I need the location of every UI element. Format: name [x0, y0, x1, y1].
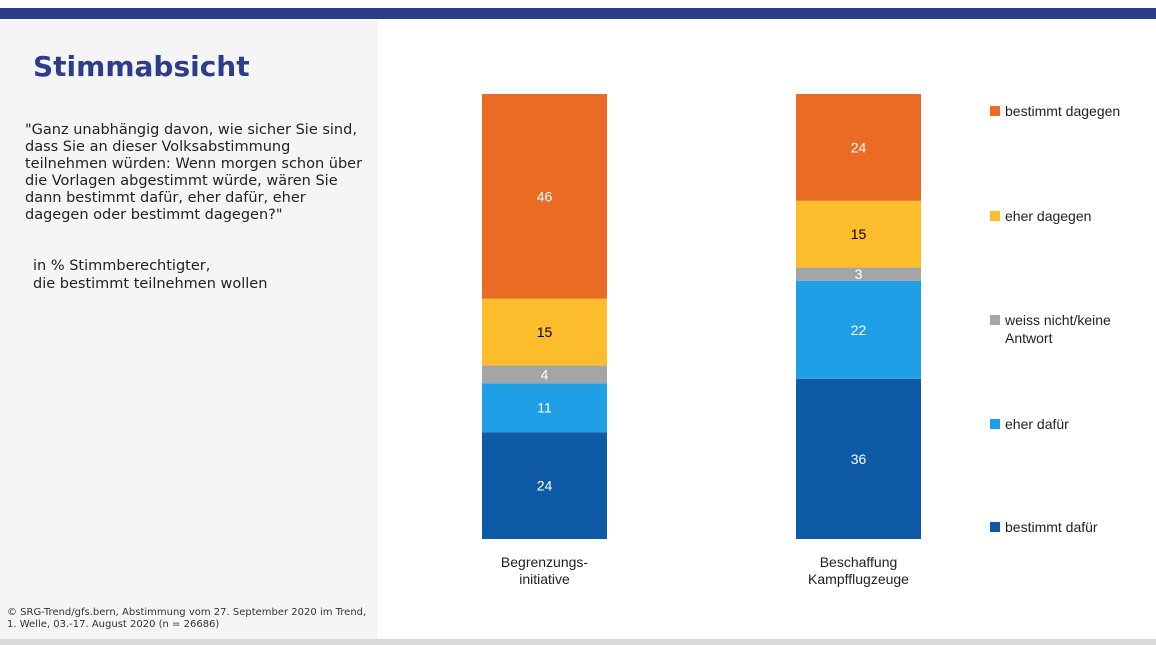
legend-swatch-bestimmt-dagegen: [990, 106, 1000, 116]
left-info-panel: [0, 19, 378, 639]
bar-segment-weiss-nicht-keine-antwort-1: [482, 365, 607, 384]
data-label-weiss-nicht-keine-antwort-1: 4: [541, 366, 549, 382]
legend-swatch-eher-daf-r: [990, 419, 1000, 429]
legend-label-bestimmt-dagegen: bestimmt dagegen: [1005, 103, 1120, 119]
survey-question: "Ganz unabhängig davon, wie sicher Sie s…: [25, 122, 363, 223]
bar-segment-eher-dagegen-1: [482, 298, 607, 366]
bar-segment-bestimmt-daf-r-1: [482, 432, 607, 539]
data-label-bestimmt-dagegen-2: 24: [851, 139, 867, 155]
data-label-eher-daf-r-1: 11: [537, 400, 552, 416]
data-label-eher-dagegen-2: 15: [851, 226, 867, 242]
category-label-2-line-1: Beschaffung: [820, 554, 898, 570]
category-label-2-line-2: Kampfflugzeuge: [808, 571, 909, 587]
bar-segment-bestimmt-daf-r-2: [796, 378, 921, 539]
data-label-bestimmt-dagegen-1: 46: [537, 188, 553, 204]
legend-label-weiss-nicht-keine-antwort-line-1: weiss nicht/keine: [1004, 312, 1111, 328]
legend-label-eher-dagegen: eher dagegen: [1005, 208, 1091, 224]
page-title: Stimmabsicht: [33, 50, 250, 83]
bar-segment-eher-dagegen-2: [796, 200, 921, 268]
legend-label-eher-daf-r: eher dafür: [1005, 416, 1069, 432]
source-note: © SRG-Trend/gfs.bern, Abstimmung vom 27.…: [7, 607, 367, 630]
data-label-eher-daf-r-2: 22: [851, 322, 867, 338]
legend-label-weiss-nicht-keine-antwort-line-2: Antwort: [1005, 330, 1053, 346]
top-accent-bar: [0, 8, 1156, 19]
data-label-weiss-nicht-keine-antwort-2: 3: [855, 266, 863, 282]
legend-swatch-weiss-nicht-keine-antwort: [990, 315, 1000, 325]
base-note: in % Stimmberechtigter, die bestimmt tei…: [33, 258, 268, 292]
legend-swatch-eher-dagegen: [990, 211, 1000, 221]
legend-label-bestimmt-daf-r: bestimmt dafür: [1005, 519, 1098, 535]
data-label-bestimmt-daf-r-1: 24: [537, 478, 553, 494]
bar-segment-weiss-nicht-keine-antwort-2: [796, 267, 921, 281]
bar-segment-bestimmt-dagegen-1: [482, 94, 607, 299]
bar-segment-eher-daf-r-2: [796, 280, 921, 379]
category-label-1-line-2: initiative: [519, 571, 570, 587]
bar-segment-eher-daf-r-1: [482, 383, 607, 433]
data-label-bestimmt-daf-r-2: 36: [851, 451, 867, 467]
bottom-bar: [0, 639, 1156, 645]
bar-segment-bestimmt-dagegen-2: [796, 94, 921, 201]
data-label-eher-dagegen-1: 15: [537, 324, 553, 340]
legend-swatch-bestimmt-daf-r: [990, 522, 1000, 532]
category-label-1-line-1: Begrenzungs-: [501, 554, 589, 570]
